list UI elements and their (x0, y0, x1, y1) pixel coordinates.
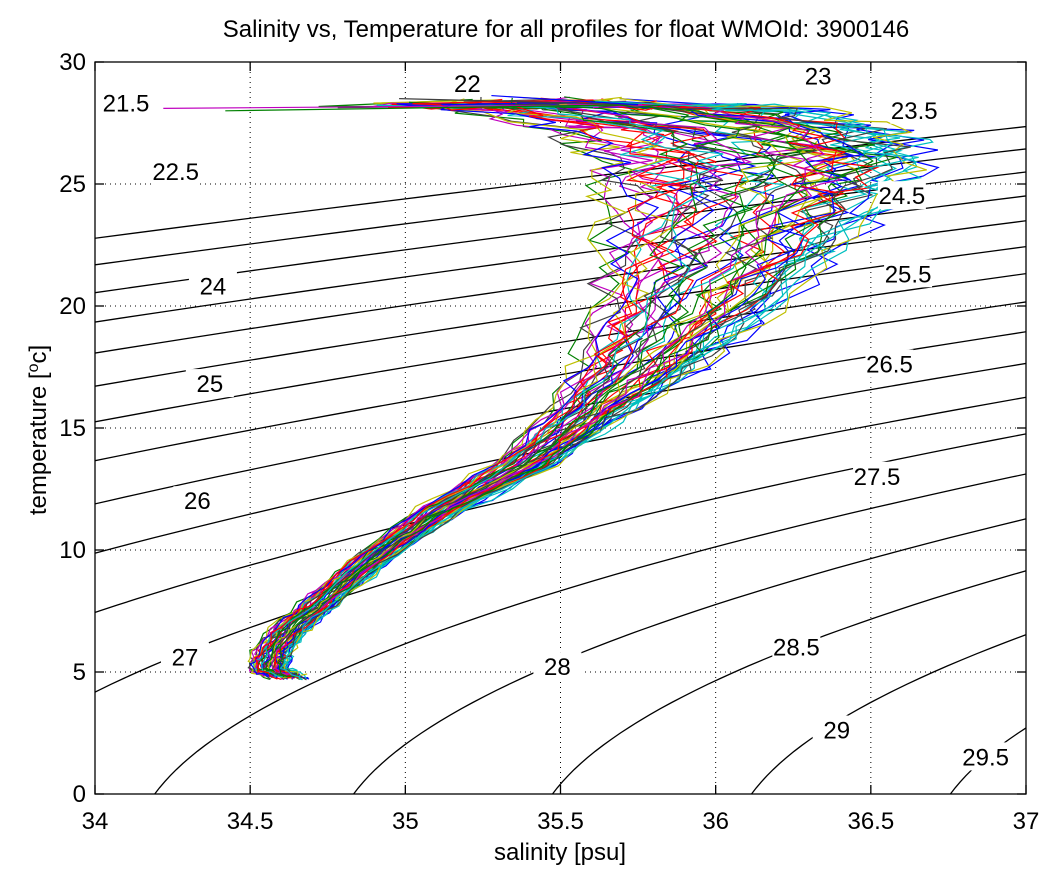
profile-line (260, 104, 724, 678)
contour-label-background (877, 181, 926, 210)
profile-line (279, 100, 919, 678)
contour-label: 29.5 (962, 744, 1009, 771)
contour-label-background (853, 461, 902, 490)
profile-line (273, 101, 865, 676)
density-contour-line (154, 473, 1026, 794)
contour-label: 27.5 (854, 464, 901, 491)
density-contour-line (750, 634, 1026, 794)
density-contour-line (95, 331, 1026, 505)
contour-label: 28.5 (773, 635, 820, 662)
profile-surface-segment (225, 104, 639, 112)
y-axis-label-superscript: o (25, 363, 42, 372)
y-axis-label: temperature [oc] (25, 345, 52, 515)
profile-line (271, 98, 843, 676)
contour-label: 21.5 (103, 90, 150, 117)
profile-line (271, 102, 818, 678)
y-tick-label: 0 (73, 781, 86, 808)
density-contour-line (95, 148, 1026, 266)
density-contour-line (95, 396, 1026, 614)
y-axis-label-tail: c] (25, 345, 52, 364)
contour-label: 23 (805, 64, 832, 91)
profile-lines (163, 93, 940, 681)
contour-label-background (160, 642, 209, 671)
x-tick-label: 34 (82, 808, 109, 835)
x-axis-label: salinity [psu] (494, 839, 626, 866)
profile-surface-segment (399, 98, 639, 106)
contour-label-background (185, 369, 234, 398)
contour-label: 25.5 (885, 261, 932, 288)
contour-label-background (188, 271, 237, 300)
contour-label: 27 (172, 644, 199, 671)
profile-line (247, 99, 628, 678)
y-tick-label: 10 (59, 537, 86, 564)
profile-line (283, 97, 927, 677)
profile-line (260, 102, 724, 676)
y-tick-label: 5 (73, 659, 86, 686)
y-tick-label: 20 (59, 293, 86, 320)
x-tick-label: 37 (1013, 808, 1040, 835)
contour-label-background (961, 742, 1010, 771)
contour-label-background (443, 68, 492, 97)
x-tick-label: 34.5 (227, 808, 274, 835)
contour-label-background (865, 349, 914, 378)
x-tick-label: 35.5 (537, 808, 584, 835)
profile-line (280, 103, 903, 680)
contour-label-background (890, 95, 939, 124)
contour-label: 24.5 (879, 183, 926, 210)
profile-line (265, 102, 776, 680)
contour-label-background (151, 156, 200, 185)
contour-label: 28 (544, 654, 571, 681)
contour-label: 29 (823, 718, 850, 745)
y-axis-label-main: temperature [ (25, 372, 52, 515)
axis-ticks: 34 34.5 35 35.5 36 36.5 37 0 5 10 15 20 25 30 (59, 49, 1039, 835)
density-contour-line (95, 301, 1026, 462)
contour-label: 26 (184, 488, 211, 515)
profile-line (249, 102, 653, 676)
profile-line (253, 99, 686, 680)
profile-line (249, 103, 660, 678)
x-tick-label: 35 (392, 808, 419, 835)
x-tick-label: 36 (702, 808, 729, 835)
y-tick-label: 30 (59, 49, 86, 76)
density-contour-line (95, 433, 1026, 693)
x-tick-label: 36.5 (847, 808, 894, 835)
contour-label: 24 (200, 273, 227, 300)
contour-label: 22.5 (152, 159, 199, 186)
contour-label: 25 (196, 371, 223, 398)
profile-line (276, 96, 847, 677)
y-tick-label: 25 (59, 171, 86, 198)
density-contour-line (95, 362, 1026, 554)
density-contour-labels: 21.5 22 22.5 23 23.5 24 24.5 25 25.5 26 26.5 27 27.5… (102, 61, 1010, 771)
profile-line (275, 101, 856, 680)
contour-label: 23.5 (891, 98, 938, 125)
density-contour-line (95, 125, 1026, 239)
contour-label-background (173, 486, 222, 515)
grid-lines (95, 62, 1026, 794)
contour-label-background (772, 632, 821, 661)
contour-label-background (884, 259, 933, 288)
contour-label-background (812, 715, 861, 744)
profile-line (282, 103, 934, 680)
chart-title: Salinity vs, Temperature for all profile… (223, 16, 910, 43)
contour-label: 22 (454, 71, 481, 98)
y-tick-label: 15 (59, 415, 86, 442)
contour-label-background (794, 61, 843, 90)
contour-label: 26.5 (866, 352, 913, 379)
contour-label-background (533, 652, 582, 681)
profile-line (281, 101, 911, 681)
contour-label-background (102, 88, 151, 117)
density-contour-line (551, 570, 1026, 794)
